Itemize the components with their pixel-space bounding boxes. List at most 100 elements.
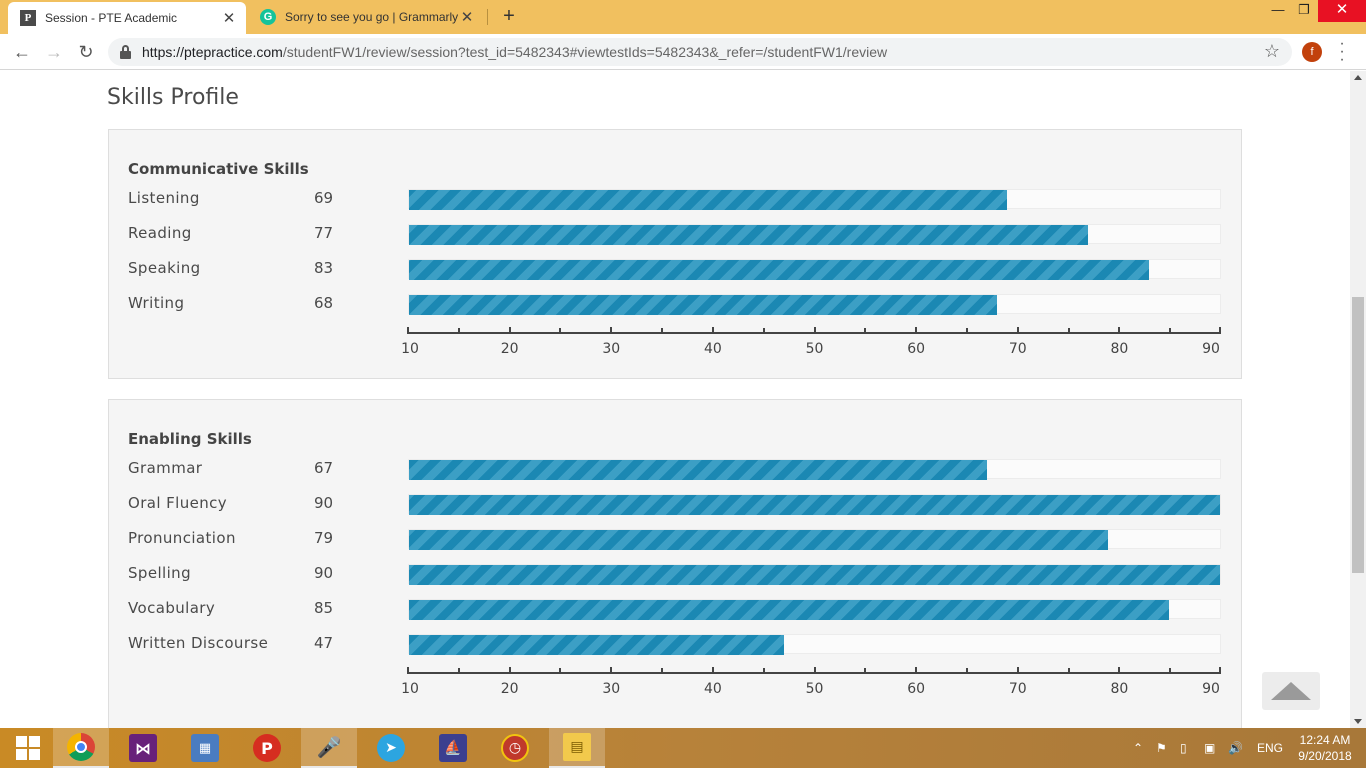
scroll-down-arrow-icon[interactable]: [1354, 719, 1362, 724]
axis-tick-label: 30: [602, 341, 621, 357]
new-tab-button[interactable]: +: [503, 5, 515, 27]
axis-minor-tick: [1067, 668, 1070, 673]
axis-major-tick: [508, 327, 511, 334]
skill-score: 85: [314, 599, 334, 617]
axis-tick-label: 50: [805, 681, 824, 697]
axis-minor-tick: [762, 328, 765, 333]
skill-row: Listening 69: [109, 189, 1243, 210]
windows-logo-icon: [16, 736, 40, 760]
volume-icon[interactable]: 🔊: [1228, 741, 1243, 755]
url-host: https://ptepractice.com: [142, 44, 283, 60]
skill-label: Speaking: [128, 259, 201, 277]
axis-tick-label: 20: [500, 681, 519, 697]
score-bar-track: [408, 189, 1221, 210]
pte-app-taskbar-button[interactable]: P: [239, 728, 295, 768]
tab-grammarly[interactable]: G Sorry to see you go | Grammarly ✕: [248, 0, 484, 34]
axis-major-tick: [711, 327, 714, 334]
back-arrow-icon[interactable]: ←: [13, 42, 31, 62]
telegram-taskbar-button[interactable]: ➤: [363, 728, 419, 768]
clock-app-taskbar-button[interactable]: ◷: [487, 728, 543, 768]
skill-label: Writing: [128, 294, 185, 312]
axis-major-tick: [407, 667, 409, 674]
axis-minor-tick: [457, 328, 460, 333]
score-bar-track: [408, 224, 1221, 245]
score-bar-fill: [409, 225, 1089, 245]
microphone-taskbar-button[interactable]: 🎤: [301, 728, 357, 768]
scroll-up-arrow-icon[interactable]: [1354, 75, 1362, 80]
axis-major-tick: [1219, 327, 1221, 334]
skill-score: 77: [314, 224, 334, 242]
visual-studio-taskbar-button[interactable]: ⋈: [115, 728, 171, 768]
score-bar-track: [408, 529, 1221, 550]
skill-score: 79: [314, 529, 334, 547]
network-flag-icon[interactable]: ⚑: [1156, 741, 1167, 755]
skill-label: Listening: [128, 189, 200, 207]
forward-arrow-icon[interactable]: →: [45, 42, 63, 62]
browser-menu-icon[interactable]: · · ·: [1339, 35, 1345, 68]
bookmark-star-icon[interactable]: ☆: [1263, 41, 1280, 61]
windows-taskbar: ⋈ ▦ P 🎤 ➤ ⛵ ◷ ▤ ⌃ ⚑ ▯ ▣ 🔊 ENG 12:24 AM 9…: [0, 728, 1366, 768]
tab-title: Session - PTE Academic: [45, 11, 178, 25]
score-bar-fill: [409, 565, 1220, 585]
scrollbar-thumb[interactable]: [1352, 297, 1364, 573]
system-clock[interactable]: 12:24 AM 9/20/2018: [1290, 732, 1360, 764]
tab-title: Sorry to see you go | Grammarly: [285, 10, 459, 24]
axis-major-tick: [610, 667, 613, 674]
chrome-taskbar-button[interactable]: [53, 728, 109, 768]
score-bar-fill: [409, 295, 997, 315]
address-bar[interactable]: https://ptepractice.com/studentFW1/revie…: [108, 38, 1292, 66]
skill-label: Pronunciation: [128, 529, 236, 547]
url-text[interactable]: https://ptepractice.com/studentFW1/revie…: [142, 44, 887, 60]
microphone-icon: 🎤: [316, 735, 342, 759]
restore-window-button[interactable]: ❐: [1298, 2, 1310, 17]
axis-major-tick: [508, 667, 511, 674]
axis-major-tick: [813, 327, 816, 334]
clock-app-icon: ◷: [501, 734, 529, 762]
skill-row: Reading 77: [109, 224, 1243, 245]
skill-row: Pronunciation 79: [109, 529, 1243, 550]
pte-favicon-icon: P: [20, 10, 36, 26]
pte-app-icon: P: [253, 734, 281, 762]
start-button[interactable]: [0, 728, 56, 768]
page-scrollbar[interactable]: [1350, 71, 1366, 728]
close-window-button[interactable]: ✕: [1318, 0, 1366, 22]
skill-score: 47: [314, 634, 334, 652]
profile-avatar[interactable]: f: [1302, 42, 1322, 62]
axis-minor-tick: [1169, 328, 1172, 333]
skill-score: 90: [314, 494, 334, 512]
score-bar-track: [408, 259, 1221, 280]
network-icon[interactable]: ▣: [1204, 741, 1216, 755]
show-hidden-icons-button[interactable]: ⌃: [1133, 741, 1144, 755]
axis-major-tick: [610, 327, 613, 334]
calculator-taskbar-button[interactable]: ▦: [177, 728, 233, 768]
axis-minor-tick: [864, 328, 867, 333]
reload-icon[interactable]: ↻: [78, 42, 94, 62]
axis-major-tick: [915, 667, 918, 674]
scroll-to-top-button[interactable]: [1262, 672, 1320, 710]
score-bar-fill: [409, 460, 987, 480]
score-axis: 10 20 30 40 50 60 70 80 90: [401, 667, 1221, 697]
skill-row: Spelling 90: [109, 564, 1243, 585]
skill-label: Grammar: [128, 459, 203, 477]
battery-icon[interactable]: ▯: [1180, 741, 1187, 755]
axis-major-tick: [1016, 327, 1019, 334]
minimize-window-button[interactable]: —: [1271, 2, 1285, 17]
ship-app-taskbar-button[interactable]: ⛵: [425, 728, 481, 768]
skill-row: Written Discourse 47: [109, 634, 1243, 655]
score-axis: 10 20 30 40 50 60 70 80 90: [401, 327, 1221, 357]
file-explorer-icon: ▤: [563, 733, 591, 761]
skill-score: 69: [314, 189, 334, 207]
skill-label: Written Discourse: [128, 634, 269, 652]
axis-tick-label: 60: [907, 341, 926, 357]
axis-major-tick: [915, 327, 918, 334]
skill-score: 67: [314, 459, 334, 477]
tab-pte-session[interactable]: P Session - PTE Academic ✕: [8, 2, 246, 34]
axis-major-tick: [813, 667, 816, 674]
file-explorer-taskbar-button[interactable]: ▤: [549, 728, 605, 768]
axis-tick-label: 80: [1110, 341, 1129, 357]
close-icon[interactable]: ✕: [222, 10, 236, 27]
axis-minor-tick: [661, 328, 664, 333]
close-icon[interactable]: ✕: [460, 9, 474, 26]
axis-major-tick: [711, 667, 714, 674]
language-indicator[interactable]: ENG: [1257, 741, 1284, 755]
